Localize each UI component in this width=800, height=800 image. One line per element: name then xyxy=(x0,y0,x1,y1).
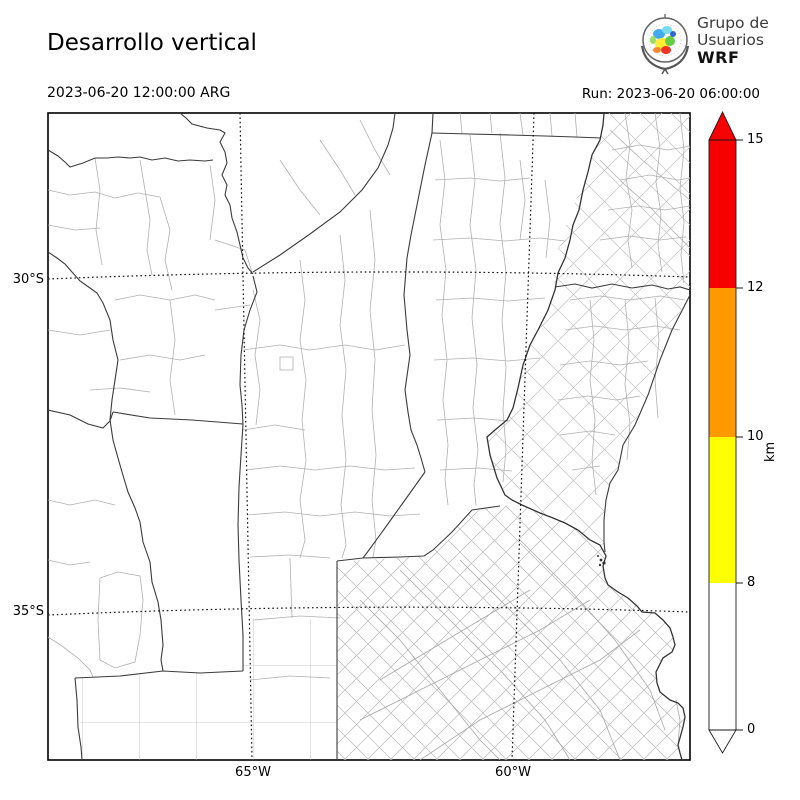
logo-wordmark: Grupo de Usuarios WRF xyxy=(697,14,769,67)
colorbar-tick-15: 15 xyxy=(747,132,764,147)
department-boundaries-buenos-aires-extra xyxy=(359,539,681,760)
lon-tick-65w: 65°W xyxy=(235,765,271,780)
run-time-label: Run: 2023-06-20 06:00:00 xyxy=(581,86,760,102)
colorbar-tick-0: 0 xyxy=(747,722,756,737)
colorbar-outline xyxy=(708,139,737,730)
caba-urban-cluster xyxy=(597,555,606,567)
colorbar-tick-marks xyxy=(736,139,743,731)
colorbar-tick-12: 12 xyxy=(747,280,764,295)
wrf-users-group-logo-icon xyxy=(640,14,690,75)
colorbar xyxy=(708,110,743,754)
department-boundaries-corrientes-entre-rios xyxy=(557,113,690,496)
region-la-pampa-grid xyxy=(78,618,337,760)
colorbar-arrow-bottom xyxy=(708,729,737,754)
colorbar-tick-10: 10 xyxy=(747,429,764,444)
province-boundaries xyxy=(48,113,690,760)
valid-time-label: 2023-06-20 12:00:00 ARG xyxy=(47,85,231,101)
graticule-35s xyxy=(48,606,690,616)
lat-tick-30s: 30°S xyxy=(12,272,44,287)
colorbar-segment-8-10 xyxy=(709,437,736,583)
lon-tick-60w: 60°W xyxy=(495,765,531,780)
colorbar-segment-0-8 xyxy=(709,583,736,730)
department-boundaries-northwest xyxy=(48,157,216,678)
graticule-30s xyxy=(48,271,690,280)
colorbar-tick-8: 8 xyxy=(747,575,756,590)
graticule-lines xyxy=(48,113,690,760)
lat-tick-35s: 35°S xyxy=(12,604,44,619)
colorbar-segment-12-15 xyxy=(709,140,736,288)
region-buenos-aires-mesh xyxy=(337,505,685,760)
department-boundaries-cordoba xyxy=(214,119,421,681)
page-title: Desarrollo vertical xyxy=(47,30,257,56)
region-corrientes-mesh xyxy=(553,113,690,290)
colorbar-segment-10-12 xyxy=(709,288,736,437)
department-boundaries-santa-fe-chaco xyxy=(432,113,578,506)
region-entre-rios-mesh xyxy=(487,268,690,545)
river-and-coast-boundaries xyxy=(486,113,686,760)
logo-line-2: Usuarios xyxy=(697,31,764,49)
logo-line-1: Grupo de xyxy=(697,14,769,32)
colorbar-arrow-top xyxy=(708,110,737,141)
logo-line-wrf: WRF xyxy=(697,48,740,67)
